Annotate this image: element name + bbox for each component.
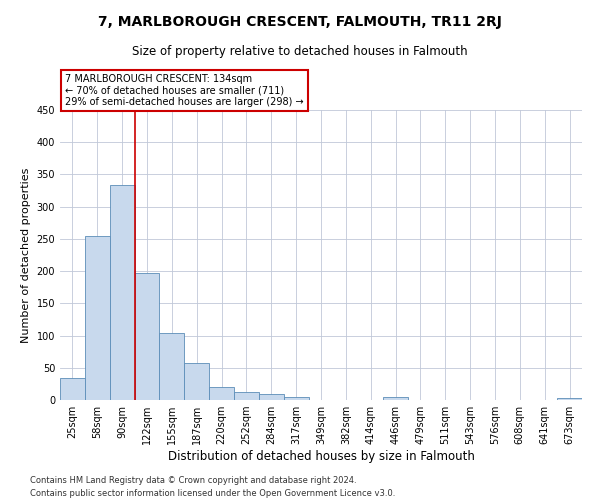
Y-axis label: Number of detached properties: Number of detached properties [21,168,31,342]
Bar [284,397,308,400]
Text: Size of property relative to detached houses in Falmouth: Size of property relative to detached ho… [132,45,468,58]
Bar [259,394,284,400]
Bar [184,364,209,400]
Text: Contains HM Land Registry data © Crown copyright and database right 2024.: Contains HM Land Registry data © Crown c… [30,476,356,485]
Bar [209,387,234,400]
Bar [134,273,160,400]
Bar [383,398,408,400]
Bar [234,392,259,400]
Bar [160,333,184,400]
Text: Contains public sector information licensed under the Open Government Licence v3: Contains public sector information licen… [30,488,395,498]
Text: 7, MARLBOROUGH CRESCENT, FALMOUTH, TR11 2RJ: 7, MARLBOROUGH CRESCENT, FALMOUTH, TR11 … [98,15,502,29]
Bar [85,236,110,400]
Text: 7 MARLBOROUGH CRESCENT: 134sqm
← 70% of detached houses are smaller (711)
29% of: 7 MARLBOROUGH CRESCENT: 134sqm ← 70% of … [65,74,304,107]
Bar [557,398,582,400]
Bar [110,185,134,400]
X-axis label: Distribution of detached houses by size in Falmouth: Distribution of detached houses by size … [167,450,475,463]
Bar [60,378,85,400]
